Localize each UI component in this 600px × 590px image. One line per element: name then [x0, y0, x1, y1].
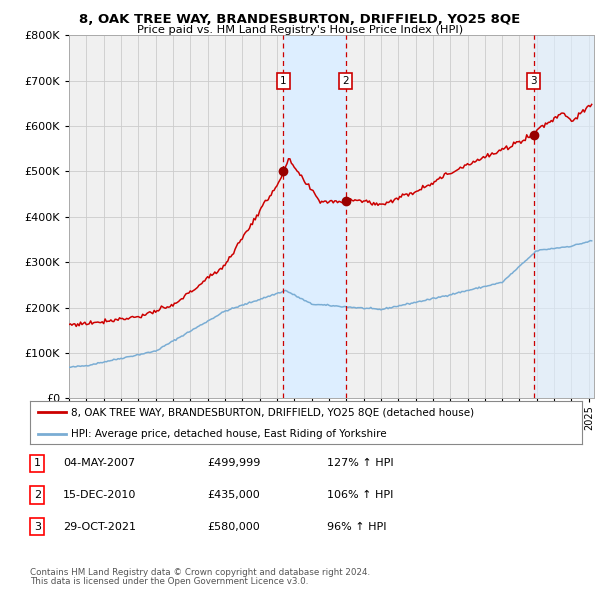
Text: 15-DEC-2010: 15-DEC-2010 [63, 490, 136, 500]
Text: £499,999: £499,999 [207, 458, 260, 468]
Text: £435,000: £435,000 [207, 490, 260, 500]
Bar [534, 35, 594, 398]
Text: 2: 2 [34, 490, 41, 500]
Text: 3: 3 [530, 76, 537, 86]
Text: 1: 1 [280, 76, 287, 86]
Text: 8, OAK TREE WAY, BRANDESBURTON, DRIFFIELD, YO25 8QE (detached house): 8, OAK TREE WAY, BRANDESBURTON, DRIFFIEL… [71, 407, 475, 417]
Text: 3: 3 [34, 522, 41, 532]
Text: 2: 2 [342, 76, 349, 86]
Text: £580,000: £580,000 [207, 522, 260, 532]
Text: 96% ↑ HPI: 96% ↑ HPI [327, 522, 386, 532]
Text: 04-MAY-2007: 04-MAY-2007 [63, 458, 135, 468]
Bar [283, 35, 346, 398]
Text: This data is licensed under the Open Government Licence v3.0.: This data is licensed under the Open Gov… [30, 578, 308, 586]
Text: 29-OCT-2021: 29-OCT-2021 [63, 522, 136, 532]
Text: 127% ↑ HPI: 127% ↑ HPI [327, 458, 394, 468]
Text: 106% ↑ HPI: 106% ↑ HPI [327, 490, 394, 500]
Text: 8, OAK TREE WAY, BRANDESBURTON, DRIFFIELD, YO25 8QE: 8, OAK TREE WAY, BRANDESBURTON, DRIFFIEL… [79, 13, 521, 26]
Text: Price paid vs. HM Land Registry's House Price Index (HPI): Price paid vs. HM Land Registry's House … [137, 25, 463, 35]
Text: 1: 1 [34, 458, 41, 468]
Text: Contains HM Land Registry data © Crown copyright and database right 2024.: Contains HM Land Registry data © Crown c… [30, 568, 370, 577]
Text: HPI: Average price, detached house, East Riding of Yorkshire: HPI: Average price, detached house, East… [71, 430, 387, 440]
